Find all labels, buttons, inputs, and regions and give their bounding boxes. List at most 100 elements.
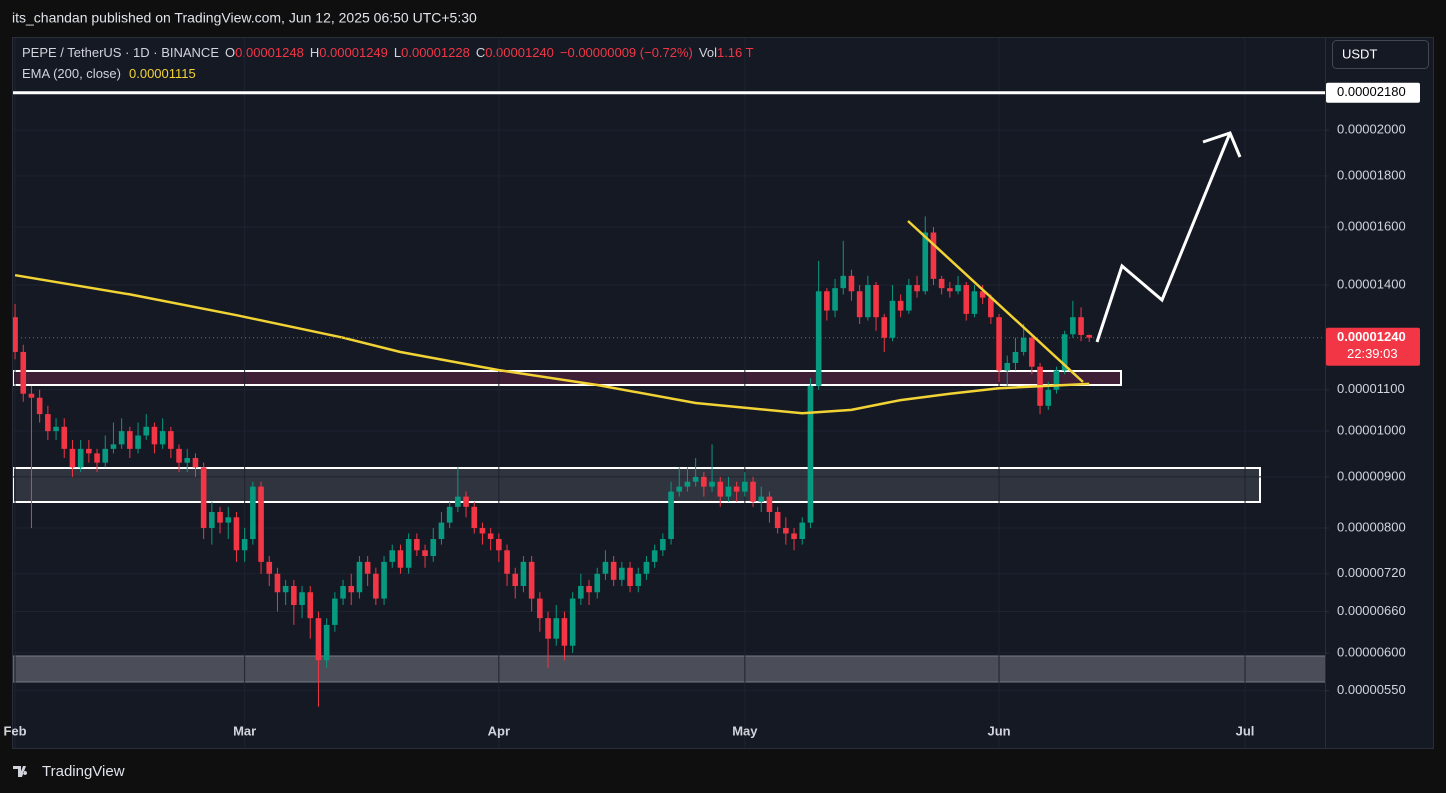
chart-pane — [12, 37, 1434, 749]
candle-body — [799, 522, 806, 540]
legend-c: C — [476, 45, 485, 60]
candle-body — [397, 550, 404, 568]
candle-body — [520, 561, 527, 586]
candle-body — [496, 539, 502, 551]
candle-body — [692, 476, 699, 482]
candle-body — [1053, 370, 1060, 390]
y-tick-label: 0.00001100 — [1337, 381, 1405, 396]
legend-h: H — [310, 45, 319, 60]
legend-high: 0.00001249 — [319, 45, 388, 60]
legend-open: 0.00001248 — [235, 45, 304, 60]
candle-body — [233, 517, 240, 551]
candle-body — [873, 285, 879, 318]
trendline — [907, 220, 1084, 383]
candle-body — [791, 533, 797, 540]
y-tick-label: 0.00001000 — [1337, 423, 1406, 438]
legend-low: 0.00001228 — [401, 45, 470, 60]
candle-body — [143, 426, 150, 436]
support-zone-mid — [13, 467, 1261, 503]
candle-body — [947, 288, 953, 292]
candle-body — [742, 481, 748, 492]
candle-body — [1086, 334, 1093, 338]
candle-body — [217, 512, 223, 523]
legend-volume: 1.16 T — [717, 45, 754, 60]
y-tick-label: 0.00000900 — [1337, 468, 1406, 483]
candle-body — [553, 618, 560, 639]
candle-body — [709, 481, 715, 487]
candle-body — [291, 585, 297, 606]
y-tick-label: 0.00000720 — [1337, 565, 1406, 580]
x-tick-label: Feb — [3, 723, 26, 738]
candle-body — [807, 385, 814, 523]
x-tick-label: May — [732, 723, 758, 738]
drawings — [13, 370, 1325, 683]
ema-line — [14, 273, 1090, 415]
candle-body — [77, 448, 84, 468]
candle-body — [127, 431, 133, 449]
candle-body — [848, 275, 855, 292]
symbol: PEPE / TetherUS · 1D · BINANCE — [22, 45, 219, 60]
x-tick-label: Apr — [488, 723, 510, 738]
candle-body — [668, 491, 674, 540]
candle-body — [815, 291, 822, 386]
candle-body — [430, 539, 437, 557]
candle-body — [856, 291, 863, 318]
candle-body — [537, 598, 543, 619]
logo-icon — [13, 766, 28, 777]
candle-body — [364, 561, 371, 574]
candle-body — [676, 486, 683, 492]
candle-body — [783, 528, 789, 534]
candle-body — [86, 448, 92, 454]
last-price-box — [1326, 327, 1420, 366]
candle-body — [20, 351, 27, 394]
candle-body — [963, 285, 970, 314]
currency[interactable]: USDT — [1342, 46, 1377, 61]
candle-body — [455, 496, 461, 507]
candle-body — [996, 317, 1002, 371]
candle-body — [348, 585, 355, 593]
candle-body — [307, 592, 314, 619]
ema-name: EMA (200, close) — [22, 66, 121, 81]
candle-body — [102, 448, 109, 463]
candle-body — [200, 467, 207, 529]
candle-body — [774, 512, 781, 529]
candle-body — [340, 585, 346, 599]
candle-body — [250, 486, 256, 540]
candle-body — [405, 539, 412, 568]
candle-body — [1012, 351, 1019, 363]
candle-body — [168, 431, 174, 449]
candle-body — [955, 285, 961, 292]
y-tick-label: 0.00000660 — [1337, 603, 1406, 618]
candle-body — [766, 496, 773, 513]
candle-body — [881, 317, 888, 338]
candle-body — [635, 573, 642, 586]
candle-body — [151, 426, 158, 445]
legend-l: L — [394, 45, 401, 60]
candle-body — [422, 550, 428, 557]
candle-body — [209, 512, 215, 529]
candle-body — [971, 291, 978, 314]
candle-body — [118, 431, 125, 445]
candle-body — [651, 550, 658, 562]
candle-body — [479, 528, 486, 534]
footer-logo: TradingView — [13, 763, 125, 780]
candle-body — [1070, 317, 1076, 335]
candle-body — [561, 618, 568, 646]
candle-body — [381, 561, 387, 599]
y-tick-label: 0.00000800 — [1337, 519, 1406, 534]
candle-body — [914, 285, 920, 292]
y-tick-label: 0.00000550 — [1337, 682, 1406, 697]
candle-body — [865, 285, 871, 318]
candle-body — [274, 573, 281, 593]
candle-body — [446, 506, 453, 523]
currency-button[interactable] — [1332, 40, 1429, 69]
legend-o: O — [225, 45, 235, 60]
legend-row: PEPE / TetherUS · 1D · BINANCE O0.0000124… — [22, 45, 754, 60]
last-price-label: 0.00001240 — [1337, 329, 1406, 344]
candle-body — [643, 561, 650, 574]
candle-body — [110, 444, 117, 449]
candle-body — [979, 291, 986, 298]
candle-body — [184, 457, 191, 463]
candle-body — [930, 232, 937, 279]
